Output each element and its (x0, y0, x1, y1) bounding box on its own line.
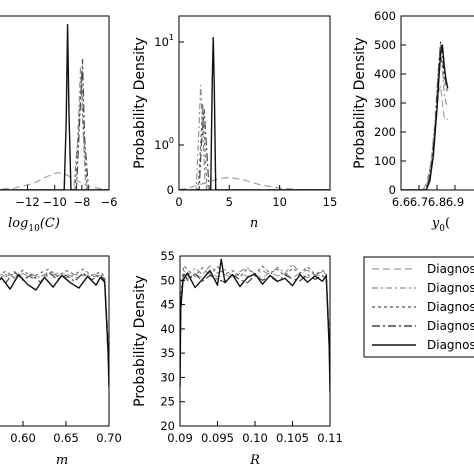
panel-logc-frame (0, 15, 110, 191)
panel-n-yticks: 0 100 101 (154, 33, 184, 197)
panel-m-xticks: 0.60 0.65 0.70 (10, 421, 122, 445)
legend: Diagnos Diagnos Diagnos Diagnos Diagnos (363, 256, 474, 358)
x-tick-label: −10 (43, 195, 67, 209)
x-tick-label: 15 (323, 195, 338, 209)
x-tick-label: −8 (73, 195, 90, 209)
x-tick-label: 6.9 (446, 195, 464, 209)
x-tick-label: 0.10 (242, 431, 268, 445)
series-line-1 (0, 272, 109, 388)
series-line-4 (179, 109, 330, 190)
legend-label: Diagnos (427, 281, 474, 295)
panel-y0-yticks: 0 100 200 300 400 500 600 (374, 9, 406, 197)
x-tick-label: −12 (15, 195, 39, 209)
y-tick-label: 45 (160, 298, 175, 312)
panel-y0-series (401, 41, 449, 190)
panel-n-xticks: 0 5 10 15 (175, 185, 337, 209)
series-line-1 (179, 176, 330, 190)
series-line-1 (180, 271, 330, 383)
y-tick-label: 0 (389, 183, 396, 197)
y-tick-label: 500 (374, 38, 396, 52)
panel-logc-xticks: −12 −10 −8 −6 (15, 185, 117, 209)
legend-label: Diagnos (427, 300, 474, 314)
x-tick-label: 0.105 (276, 431, 309, 445)
legend-label: Diagnos (427, 338, 474, 352)
x-tick-label: 6.7 (410, 195, 428, 209)
panel-r: 0.09 0.095 0.10 0.105 0.11 2025303540455055 … (132, 249, 343, 468)
panel-y0: 6.6 6.7 6.8 6.9 0 100 200 300 400 500 600 Probabi… (352, 9, 474, 234)
x-tick-label: 10 (272, 195, 287, 209)
x-tick-label: 0.11 (317, 431, 343, 445)
y-tick-label: 55 (160, 249, 175, 263)
x-tick-label: 0.65 (53, 431, 79, 445)
x-tick-label: 0.60 (10, 431, 36, 445)
series-line-1 (401, 85, 449, 190)
x-tick-label: −6 (101, 195, 118, 209)
series-line-3 (179, 103, 330, 190)
y-tick-label: 20 (160, 419, 175, 433)
x-tick-label: 0.70 (96, 431, 122, 445)
series-line-5 (180, 258, 330, 393)
legend-frame (363, 256, 474, 358)
panel-m-frame (0, 255, 110, 427)
panel-n: 0 5 10 15 0 100 101 Probability Density n (132, 15, 337, 231)
y-tick-label: 50 (160, 273, 175, 287)
series-line-4 (401, 41, 449, 190)
x-tick-label: 0.09 (167, 431, 193, 445)
panel-logc-series (0, 24, 109, 190)
panel-m-xlabel: m (56, 453, 68, 468)
x-tick-label: 0.095 (201, 431, 234, 445)
series-line-5 (401, 44, 449, 190)
series-line-3 (0, 76, 109, 190)
panel-m: 0.60 0.65 0.70 m (0, 255, 122, 468)
series-line-5 (179, 37, 330, 190)
panel-n-series (179, 37, 330, 190)
panel-n-ytick-label: 101 (154, 33, 174, 49)
panel-r-xticks: 0.09 0.095 0.10 0.105 0.11 (167, 421, 343, 445)
x-tick-label: 6.8 (428, 195, 446, 209)
x-tick-label: 6.6 (392, 195, 410, 209)
panel-r-xlabel: R (249, 453, 260, 468)
panel-n-ytick-label: 100 (154, 136, 174, 152)
series-line-4 (0, 58, 109, 190)
y-tick-label: 400 (374, 67, 396, 81)
series-line-4 (0, 270, 109, 378)
series-line-5 (0, 273, 109, 388)
panel-n-ytick-label: 0 (167, 183, 174, 197)
y-tick-label: 100 (374, 154, 396, 168)
y-tick-label: 200 (374, 125, 396, 139)
series-line-3 (0, 268, 109, 383)
series-line-2 (0, 270, 109, 383)
panel-n-ylabel: Probability Density (132, 37, 148, 169)
panel-n-xlabel: n (250, 216, 258, 231)
panel-y0-ylabel: Probability Density (352, 37, 368, 169)
panel-logc: −12 −10 −8 −6 log10(C) (0, 15, 117, 234)
y-tick-label: 35 (160, 346, 175, 360)
panel-r-series (180, 258, 330, 393)
y-tick-label: 300 (374, 96, 396, 110)
series-line-3 (401, 56, 449, 190)
series-line-2 (401, 44, 449, 190)
x-tick-label: 0 (175, 195, 182, 209)
panel-r-yticks: 20 25 30 35 40 45 50 55 (160, 249, 185, 433)
series-line-1 (0, 172, 109, 190)
y-tick-label: 25 (160, 395, 175, 409)
legend-label: Diagnos (427, 262, 474, 276)
panel-m-series (0, 268, 109, 388)
panel-y0-xlabel: y0( (431, 216, 450, 234)
legend-label: Diagnos (427, 319, 474, 333)
panel-n-frame (178, 15, 331, 191)
panel-y0-xticks: 6.6 6.7 6.8 6.9 (392, 185, 464, 209)
y-tick-label: 600 (374, 9, 396, 23)
x-tick-label: 5 (226, 195, 233, 209)
y-tick-label: 30 (160, 370, 175, 384)
series-line-4 (180, 272, 330, 383)
series-line-5 (0, 24, 109, 190)
series-line-2 (0, 67, 109, 190)
panel-logc-xlabel: log10(C) (8, 216, 60, 234)
series-line-3 (180, 265, 330, 388)
y-tick-label: 40 (160, 322, 175, 336)
series-line-2 (179, 84, 330, 190)
panel-r-ylabel: Probability Density (132, 275, 148, 407)
